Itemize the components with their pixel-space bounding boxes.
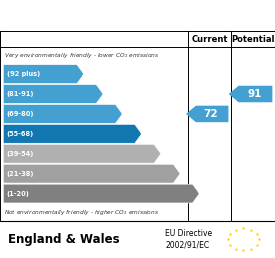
Text: 72: 72 [204,109,218,119]
Text: Potential: Potential [231,35,275,44]
Polygon shape [3,65,84,84]
Text: Environmental Impact (CO$_2$) Rating: Environmental Impact (CO$_2$) Rating [21,7,254,24]
Text: (1-20): (1-20) [7,191,29,197]
Text: EU Directive
2002/91/EC: EU Directive 2002/91/EC [165,229,212,250]
Text: Not environmentally friendly - higher CO$_2$ emissions: Not environmentally friendly - higher CO… [4,207,159,216]
Text: Very environmentally friendly - lower CO$_2$ emissions: Very environmentally friendly - lower CO… [4,51,160,60]
Polygon shape [3,85,103,103]
Text: G: G [197,189,204,198]
Text: A: A [82,70,89,79]
Text: F: F [178,169,185,178]
Polygon shape [186,106,229,122]
Text: (81-91): (81-91) [7,91,34,97]
Text: B: B [101,90,108,99]
Text: (92 plus): (92 plus) [7,71,40,77]
Text: 91: 91 [247,89,262,99]
Text: (39-54): (39-54) [7,151,34,157]
Text: (21-38): (21-38) [7,171,34,177]
Text: E: E [159,149,165,158]
Polygon shape [3,144,161,163]
Polygon shape [3,184,199,203]
Text: D: D [139,129,147,138]
Text: Current: Current [191,35,228,44]
Text: (55-68): (55-68) [7,131,34,137]
Polygon shape [3,164,180,183]
Polygon shape [3,104,122,123]
Polygon shape [229,86,272,102]
Text: (69-80): (69-80) [7,111,34,117]
Text: England & Wales: England & Wales [8,233,120,246]
Text: C: C [120,109,127,118]
Polygon shape [3,124,142,143]
